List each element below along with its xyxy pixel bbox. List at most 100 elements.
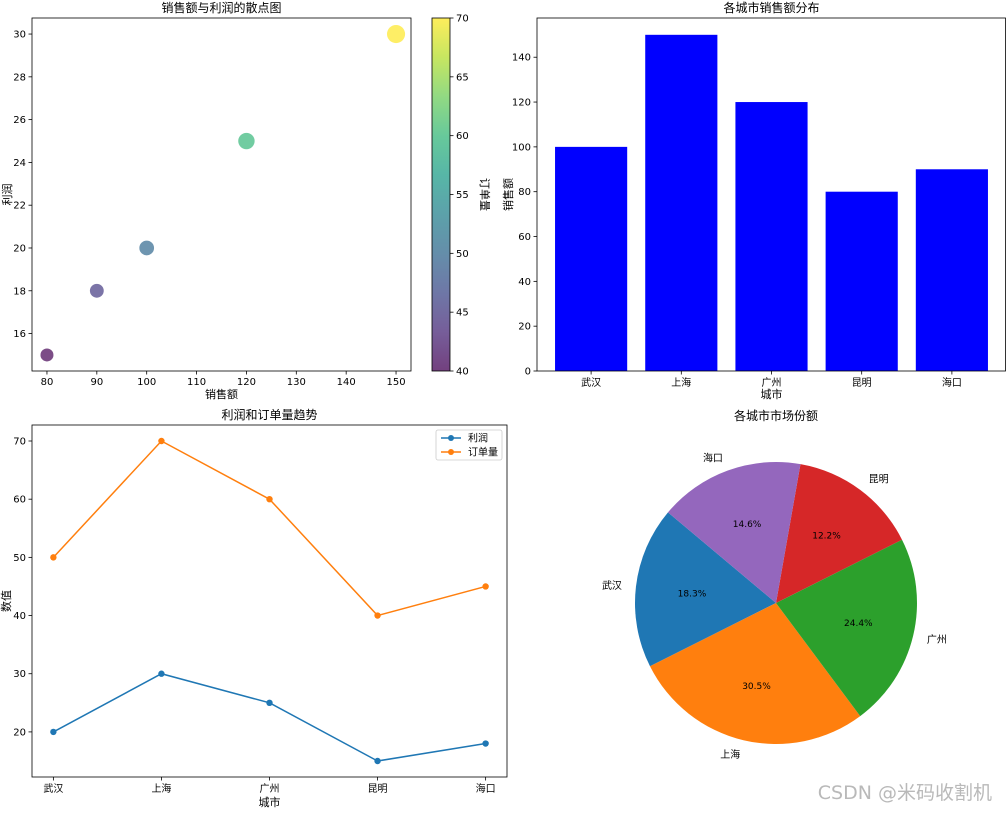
scatter-xlabel: 销售额 — [205, 387, 238, 401]
scatter-point — [40, 348, 54, 362]
series-point — [374, 612, 381, 619]
pie-slice — [667, 462, 801, 603]
bar-y-tick-label: 140 — [512, 53, 531, 64]
line-xlabel: 城市 — [259, 795, 281, 809]
legend-label: 利润 — [468, 432, 488, 445]
bar-x-tick-label: 上海 — [671, 376, 691, 389]
line-y-tick-label: 50 — [13, 553, 26, 564]
colorbar-tick-label: 45 — [456, 308, 469, 319]
bar-xlabel: 城市 — [761, 387, 783, 401]
bar-y-tick-label: 60 — [518, 232, 531, 243]
scatter-point — [386, 24, 406, 44]
bar — [645, 34, 718, 372]
series-line — [53, 672, 486, 762]
scatter-point — [238, 132, 255, 150]
scatter-y-tick-label: 24 — [13, 158, 26, 169]
pie-chart: 各城市市场份额 18.3% 武汉 30.5% 上海 24.4% 广州 12.2% 昆明 14.6%… — [602, 408, 947, 761]
pie-slice — [635, 512, 776, 667]
watermark: CSDN @米码收割机 — [817, 782, 992, 804]
line-x-tick-label: 广州 — [260, 783, 280, 795]
bar-x-tick-label: 武汉 — [581, 376, 601, 389]
scatter-x-tick-label: 80 — [41, 377, 54, 388]
line-x-tick-label: 海口 — [476, 782, 496, 795]
colorbar-tick-label: 40 — [456, 367, 469, 378]
pie-category-label: 上海 — [720, 748, 740, 761]
pie-category-label: 海口 — [703, 451, 723, 464]
series-line — [52, 440, 486, 617]
series-point — [482, 740, 489, 747]
pie-title: 各城市市场份额 — [734, 408, 818, 423]
scatter-ylabel: 利润 — [0, 184, 14, 206]
pie-category-label: 昆明 — [869, 474, 889, 486]
bar-y-tick-label: 80 — [518, 187, 531, 198]
scatter-x-tick-label: 90 — [90, 377, 103, 388]
pie-percent-label: 24.4% — [844, 619, 873, 629]
pie-slice — [776, 464, 903, 603]
line-x-tick-label: 昆明 — [368, 783, 388, 795]
bar — [735, 102, 808, 372]
scatter-frame — [31, 17, 412, 372]
line-y-tick-label: 70 — [13, 437, 26, 448]
series-point — [266, 495, 273, 503]
bar-y-tick-label: 120 — [512, 98, 531, 109]
scatter-x-tick-label: 100 — [137, 377, 156, 388]
bar-x-tick-label: 海口 — [942, 376, 962, 389]
line-y-tick-label: 40 — [13, 611, 26, 622]
series-point — [482, 583, 489, 590]
scatter-y-tick-label: 20 — [13, 243, 26, 254]
series-point — [50, 554, 57, 561]
bar-y-tick-label: 0 — [525, 367, 531, 378]
series-point — [266, 699, 273, 707]
pie-category-label: 武汉 — [602, 579, 622, 592]
scatter-y-tick-label: 26 — [13, 115, 26, 126]
scatter-y-tick-label: 30 — [13, 30, 26, 41]
series-point — [158, 437, 165, 445]
line-title: 利润和订单量趋势 — [221, 408, 317, 422]
colorbar-tick-label: 50 — [456, 249, 469, 260]
scatter-point — [139, 240, 155, 256]
bar-title: 各城市销售额分布 — [723, 0, 819, 15]
scatter-title: 销售额与利润的散点图 — [161, 0, 281, 15]
pie-slice — [649, 603, 861, 744]
bar-y-tick-label: 40 — [518, 277, 531, 288]
bar-ylabel: 销售额 — [501, 178, 515, 211]
colorbar — [431, 17, 451, 372]
line-frame — [31, 424, 508, 778]
scatter-chart: 销售额与利润的散点图 80 90 100 110 120 130 140 150 16 18 20 22… — [0, 0, 491, 401]
bar-y-tick-label: 100 — [512, 142, 531, 153]
series-point — [158, 670, 165, 677]
line-y-tick-label: 20 — [13, 727, 26, 738]
scatter-x-tick-label: 150 — [386, 377, 405, 388]
pie-slice — [776, 539, 917, 717]
bar-y-tick-label: 20 — [518, 322, 531, 333]
colorbar-tick-label: 70 — [456, 14, 469, 25]
bar — [915, 169, 988, 371]
scatter-x-tick-label: 130 — [287, 377, 306, 388]
series-point — [50, 728, 57, 736]
pie-category-label: 广州 — [927, 634, 947, 646]
bar — [555, 146, 628, 371]
bar — [825, 191, 898, 371]
bar-x-tick-label: 广州 — [762, 377, 782, 389]
pie-percent-label: 12.2% — [812, 532, 841, 542]
line-x-tick-label: 上海 — [151, 782, 171, 795]
pie-percent-label: 14.6% — [733, 520, 762, 530]
bar-x-tick-label: 昆明 — [852, 377, 872, 389]
scatter-y-tick-label: 28 — [13, 72, 26, 83]
scatter-point — [89, 283, 104, 298]
series-point — [374, 757, 381, 765]
legend-label: 订单量 — [468, 447, 498, 459]
scatter-y-tick-label: 22 — [13, 201, 26, 212]
line-ylabel: 数值 — [0, 590, 13, 612]
colorbar-tick-label: 65 — [456, 72, 469, 83]
scatter-y-tick-label: 18 — [13, 286, 26, 297]
colorbar-tick-label: 60 — [456, 131, 469, 142]
scatter-x-tick-label: 110 — [187, 377, 206, 388]
pie-percent-label: 18.3% — [678, 590, 707, 600]
scatter-x-tick-label: 140 — [337, 377, 356, 388]
scatter-y-tick-label: 16 — [13, 329, 26, 340]
pie-percent-label: 30.5% — [742, 682, 771, 692]
